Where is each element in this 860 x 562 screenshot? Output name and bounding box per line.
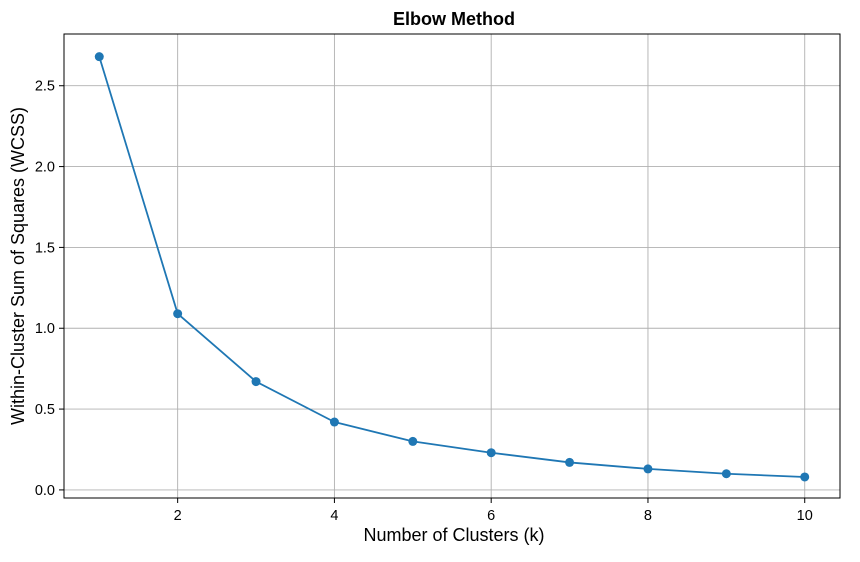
x-tick-label-10: 10 bbox=[797, 508, 813, 524]
y-tick-label-5: 2.5 bbox=[35, 79, 55, 95]
data-point-k1 bbox=[94, 52, 104, 62]
data-point-k4 bbox=[329, 417, 339, 427]
y-axis-ticks: 0.0 0.5 1.0 1.5 2.0 2.5 bbox=[35, 79, 64, 499]
data-point-k6 bbox=[486, 448, 496, 458]
x-axis-label: Number of Clusters (k) bbox=[363, 525, 544, 545]
series-line-0 bbox=[98, 56, 805, 478]
data-point-k9 bbox=[721, 469, 731, 479]
grid-lines bbox=[64, 34, 840, 498]
data-point-k8 bbox=[643, 464, 653, 474]
x-tick-label-8: 8 bbox=[644, 508, 652, 524]
y-tick-label-3: 1.5 bbox=[35, 240, 55, 256]
y-tick-label-1: 0.5 bbox=[35, 402, 55, 418]
x-tick-label-4: 4 bbox=[330, 508, 338, 524]
x-axis-ticks: 2 4 6 8 10 bbox=[174, 498, 813, 524]
y-tick-label-0: 0.0 bbox=[35, 483, 55, 499]
data-point-k10 bbox=[800, 472, 810, 482]
plot-frame bbox=[63, 33, 841, 499]
chart-title: Elbow Method bbox=[393, 9, 515, 29]
x-tick-label-2: 2 bbox=[174, 508, 182, 524]
series-layer bbox=[94, 52, 810, 482]
y-tick-label-4: 2.0 bbox=[35, 160, 55, 176]
x-tick-label-6: 6 bbox=[487, 508, 495, 524]
y-tick-label-2: 1.0 bbox=[35, 321, 55, 337]
data-point-k3 bbox=[251, 377, 261, 387]
y-axis-label: Within-Cluster Sum of Squares (WCSS) bbox=[8, 107, 28, 425]
data-point-k5 bbox=[408, 436, 418, 446]
data-point-k7 bbox=[565, 457, 575, 467]
data-point-k2 bbox=[173, 309, 183, 319]
